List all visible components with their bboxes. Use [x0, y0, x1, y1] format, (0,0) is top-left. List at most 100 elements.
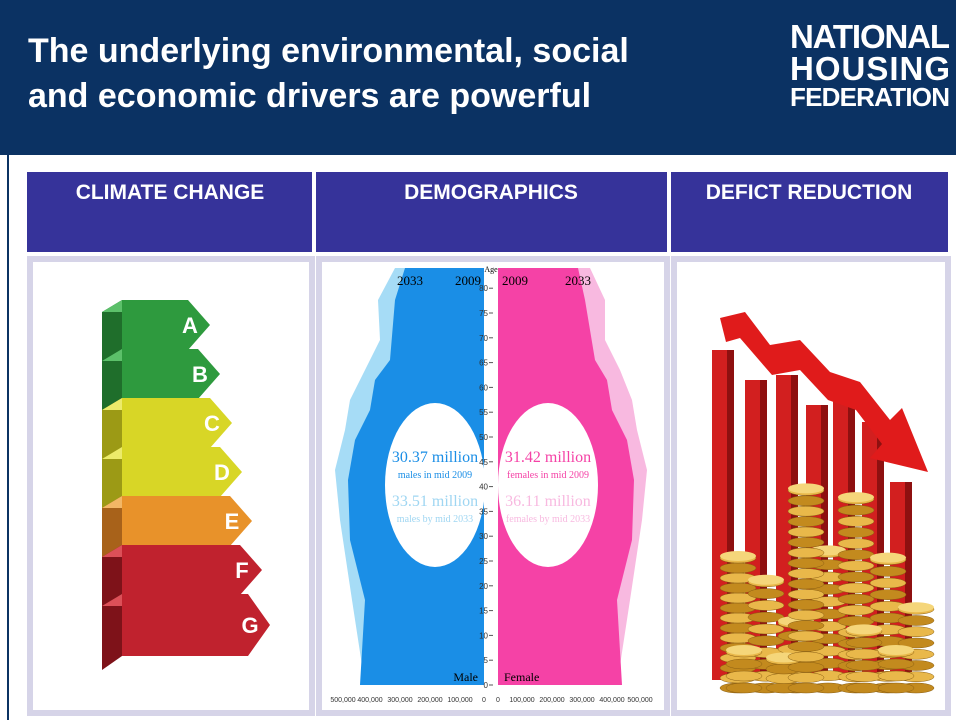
- coin: [846, 660, 882, 670]
- coin: [898, 616, 934, 626]
- female-total-2009: 31.42 million: [505, 449, 591, 466]
- age-tick-label: 35: [479, 507, 488, 516]
- coin: [870, 590, 906, 600]
- coin: [788, 558, 824, 568]
- coin-top: [898, 602, 934, 612]
- column-heading: CLIMATE CHANGE: [76, 181, 265, 204]
- age-tick-label: 50: [479, 433, 488, 442]
- female-caption-2009: females in mid 2009: [507, 470, 589, 481]
- coin: [788, 673, 824, 683]
- x-tick-label: 200,000: [539, 697, 564, 704]
- coin: [788, 600, 824, 610]
- coin: [788, 631, 824, 641]
- coin: [838, 605, 874, 615]
- x-tick-label: 500,000: [627, 697, 652, 704]
- age-tick-label: 70: [479, 334, 488, 343]
- x-tick-label: 400,000: [357, 697, 382, 704]
- coin: [870, 566, 906, 576]
- energy-letter: D: [214, 460, 230, 485]
- title-line: The underlying environmental, social: [28, 32, 629, 70]
- age-tick-label: 45: [479, 458, 488, 467]
- coin: [838, 527, 874, 537]
- x-tick-label: 200,000: [417, 697, 442, 704]
- coin: [788, 548, 824, 558]
- coin-top: [726, 645, 762, 655]
- male-total-2009: 30.37 million: [392, 449, 478, 466]
- energy-letter: G: [241, 613, 258, 638]
- coin: [846, 672, 882, 682]
- coin: [846, 638, 882, 648]
- red-bar-shade: [760, 380, 767, 680]
- coin: [788, 662, 824, 672]
- x-tick-label: 300,000: [569, 697, 594, 704]
- x-tick-label: 500,000: [330, 697, 355, 704]
- female-total-2033: 36.11 million: [505, 493, 591, 510]
- x-tick-label: 300,000: [387, 697, 412, 704]
- age-axis-label: Age: [484, 265, 498, 274]
- coin-top: [838, 492, 874, 502]
- coin: [838, 516, 874, 526]
- coin: [788, 506, 824, 516]
- year-label: 2033: [565, 273, 591, 288]
- coin-top: [878, 645, 914, 655]
- coin: [838, 583, 874, 593]
- coin-top: [748, 575, 784, 585]
- coin: [788, 537, 824, 547]
- energy-letter: A: [182, 313, 198, 338]
- age-tick-label: 80: [479, 284, 488, 293]
- age-tick-label: 15: [479, 607, 488, 616]
- age-tick-label: 5: [484, 656, 489, 665]
- coin: [748, 600, 784, 610]
- slide: The underlying environmental, social and…: [0, 0, 956, 720]
- x-tick-label: 0: [482, 697, 486, 704]
- coin-top: [846, 624, 882, 634]
- energy-letter: C: [204, 411, 220, 436]
- age-tick-label: 25: [479, 557, 488, 566]
- logo-line: FEDERATION: [790, 82, 950, 112]
- coin: [838, 550, 874, 560]
- energy-letter: F: [235, 558, 248, 583]
- coin: [846, 649, 882, 659]
- x-tick-label: 0: [496, 697, 500, 704]
- age-tick-label: 10: [479, 631, 488, 640]
- year-label: 2009: [455, 273, 481, 288]
- column-heading: DEFICT REDUCTION: [706, 181, 913, 204]
- year-label: 2033: [397, 273, 423, 288]
- female-caption-2033: females by mid 2033: [506, 514, 590, 525]
- coin: [788, 517, 824, 527]
- coin: [788, 652, 824, 662]
- coin: [838, 561, 874, 571]
- coin: [838, 572, 874, 582]
- energy-letter: E: [225, 509, 240, 534]
- age-axis-band: [484, 268, 498, 686]
- coin: [838, 539, 874, 549]
- coin: [838, 505, 874, 515]
- coin: [788, 621, 824, 631]
- male-caption-2033: males by mid 2033: [397, 514, 473, 525]
- energy-letter: B: [192, 362, 208, 387]
- coin: [726, 671, 762, 681]
- coin-top: [788, 483, 824, 493]
- female-label: Female: [504, 670, 539, 684]
- coin: [788, 579, 824, 589]
- title-line: and economic drivers are powerful: [28, 77, 591, 115]
- male-caption-2009: males in mid 2009: [398, 470, 472, 481]
- coin: [788, 641, 824, 651]
- coin: [788, 496, 824, 506]
- male-label-ellipse: [385, 403, 485, 567]
- age-tick-label: 60: [479, 383, 488, 392]
- year-label: 2009: [502, 273, 528, 288]
- coin: [726, 659, 762, 669]
- age-tick-label: 30: [479, 532, 488, 541]
- coin-top: [870, 553, 906, 563]
- coin: [748, 589, 784, 599]
- x-tick-label: 100,000: [509, 697, 534, 704]
- x-tick-label: 400,000: [599, 697, 624, 704]
- age-tick-label: 75: [479, 309, 488, 318]
- coin: [788, 527, 824, 537]
- coin: [788, 683, 824, 693]
- coin: [846, 683, 882, 693]
- age-tick-label: 65: [479, 359, 488, 368]
- coin: [748, 624, 784, 634]
- coin: [838, 594, 874, 604]
